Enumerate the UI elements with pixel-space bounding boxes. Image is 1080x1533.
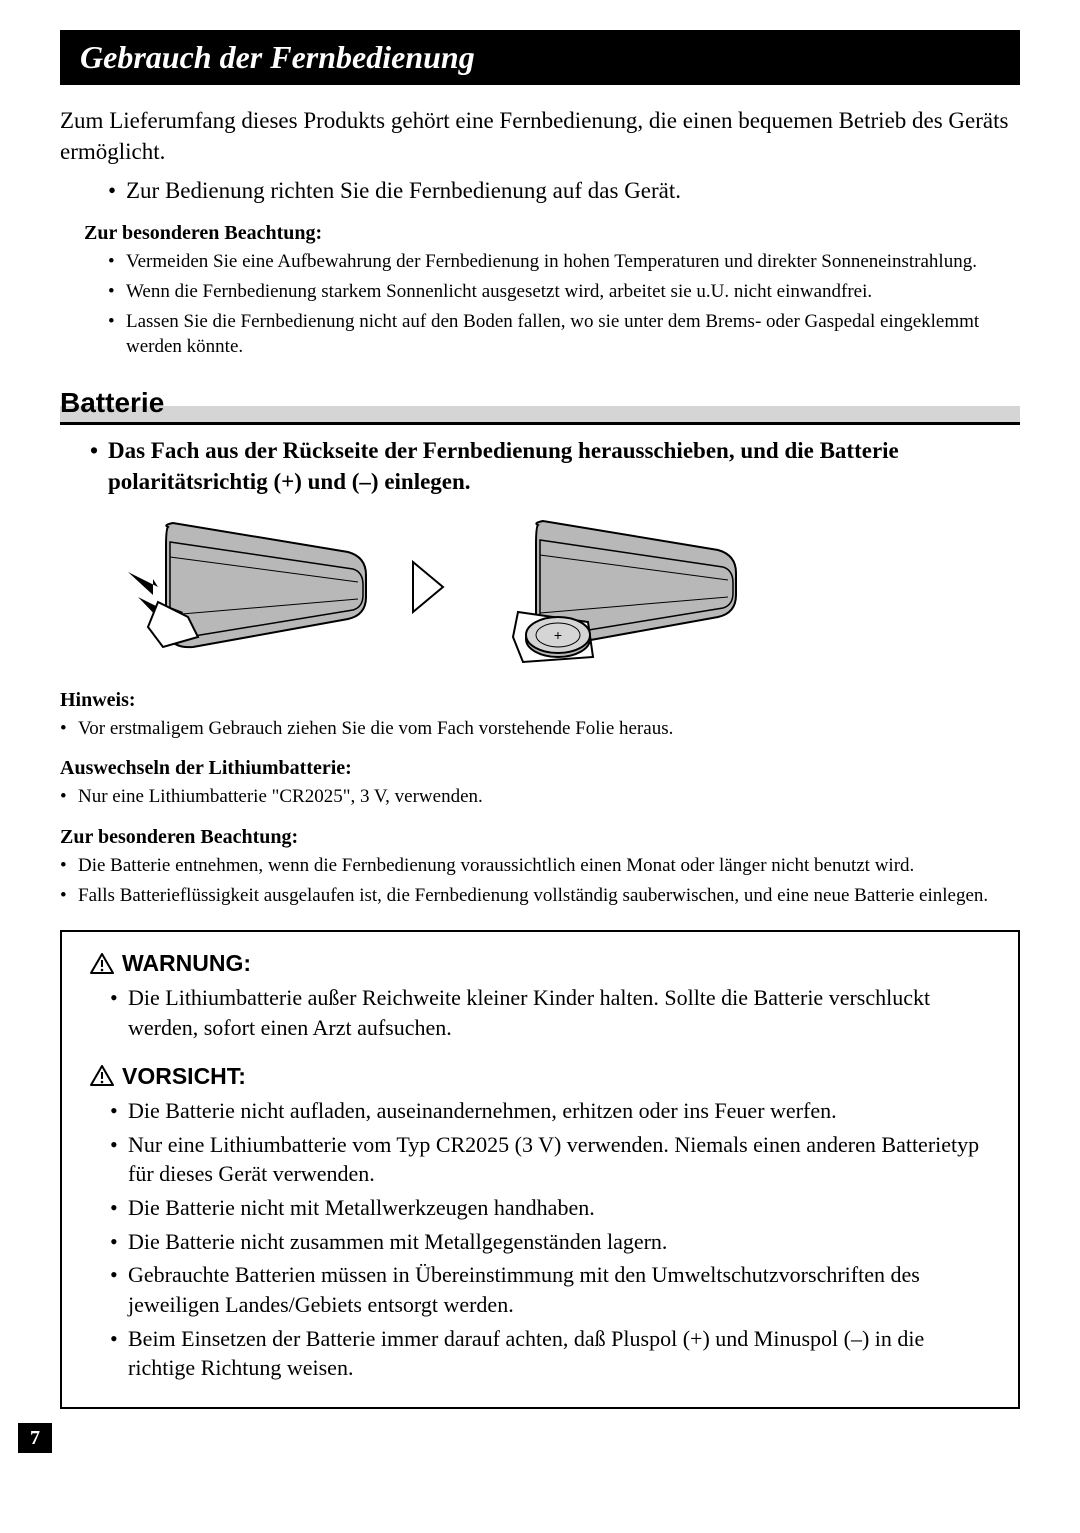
list-item: Nur eine Lithiumbatterie "CR2025", 3 V, … — [60, 784, 1020, 810]
remote-illustration-1 — [108, 507, 378, 667]
intro-paragraph: Zum Lieferumfang dieses Produkts gehört … — [60, 105, 1020, 167]
vorsicht-list: Die Batterie nicht aufladen, auseinander… — [90, 1096, 990, 1383]
page-title-bar: Gebrauch der Fernbedienung — [60, 30, 1020, 85]
warning-triangle-icon — [90, 953, 114, 975]
attention-list-1: Vermeiden Sie eine Aufbewahrung der Fern… — [60, 249, 1020, 360]
hinweis-list: Vor erstmaligem Gebrauch ziehen Sie die … — [60, 716, 1020, 742]
list-item: Die Batterie nicht mit Metallwerkzeugen … — [110, 1193, 990, 1223]
vorsicht-label: VORSICHT: — [122, 1061, 246, 1092]
list-item: Wenn die Fernbedienung starkem Sonnenlic… — [108, 279, 1020, 305]
hinweis-heading: Hinweis: — [60, 687, 1020, 714]
list-item: Die Batterie nicht aufladen, auseinander… — [110, 1096, 990, 1126]
illustration-row: + — [60, 507, 1020, 667]
warnung-heading: WARNUNG: — [90, 948, 990, 979]
warning-box: WARNUNG: Die Lithiumbatterie außer Reich… — [60, 930, 1020, 1409]
list-item: Beim Einsetzen der Batterie immer darauf… — [110, 1324, 990, 1383]
warnung-label: WARNUNG: — [122, 948, 251, 979]
list-item: Lassen Sie die Fernbedienung nicht auf d… — [108, 309, 1020, 360]
list-item: Die Lithiumbatterie außer Reichweite kle… — [110, 983, 990, 1042]
section-heading-batterie: Batterie — [60, 382, 1020, 425]
list-item: Vor erstmaligem Gebrauch ziehen Sie die … — [60, 716, 1020, 742]
vorsicht-heading: VORSICHT: — [90, 1061, 990, 1092]
attention-list-2: Die Batterie entnehmen, wenn die Fernbed… — [60, 853, 1020, 908]
main-instruction: Das Fach aus der Rückseite der Fernbedie… — [60, 435, 1020, 497]
list-item: Falls Batterieflüssigkeit ausgelaufen is… — [60, 883, 1020, 909]
list-item: Gebrauchte Batterien müssen in Übereinst… — [110, 1260, 990, 1319]
attention-heading-1: Zur besonderen Beachtung: — [60, 220, 1020, 247]
list-item: Vermeiden Sie eine Aufbewahrung der Fern… — [108, 249, 1020, 275]
list-item: Nur eine Lithiumbatterie vom Typ CR2025 … — [110, 1130, 990, 1189]
intro-bullet-list: Zur Bedienung richten Sie die Fernbedien… — [60, 175, 1020, 206]
attention-heading-2: Zur besonderen Beachtung: — [60, 824, 1020, 851]
replace-heading: Auswechseln der Lithiumbatterie: — [60, 755, 1020, 782]
svg-text:+: + — [554, 627, 562, 643]
replace-list: Nur eine Lithiumbatterie "CR2025", 3 V, … — [60, 784, 1020, 810]
warning-triangle-icon — [90, 1065, 114, 1087]
remote-illustration-2: + — [478, 507, 748, 667]
intro-bullet-item: Zur Bedienung richten Sie die Fernbedien… — [108, 175, 1020, 206]
warnung-list: Die Lithiumbatterie außer Reichweite kle… — [90, 983, 990, 1042]
page-number: 7 — [18, 1423, 52, 1453]
list-item: Die Batterie entnehmen, wenn die Fernbed… — [60, 853, 1020, 879]
list-item: Die Batterie nicht zusammen mit Metallge… — [110, 1227, 990, 1257]
arrow-icon — [408, 557, 448, 617]
